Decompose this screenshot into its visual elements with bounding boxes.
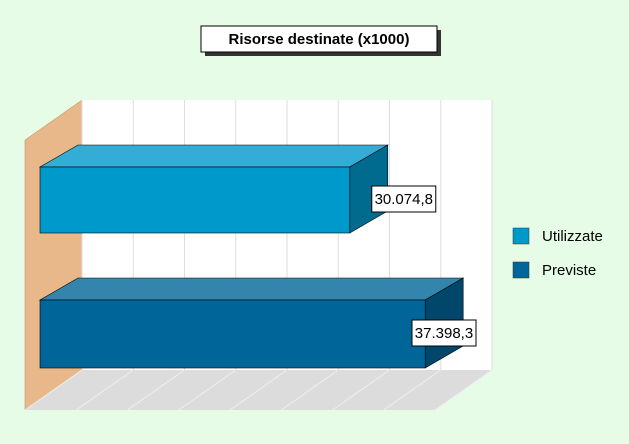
legend-label: Previste — [542, 262, 596, 279]
bars: 30.074,8 37.398,3 — [38, 144, 477, 369]
bar-top — [38, 277, 465, 301]
floor-grid-line — [332, 369, 390, 411]
value-label-box — [371, 185, 437, 213]
floor-grid-line — [24, 369, 83, 411]
bar-top — [38, 144, 389, 168]
chart-title: Risorse destinate (x1000) — [229, 31, 410, 48]
floor-grid-line — [178, 369, 237, 411]
floor-grid-line — [75, 369, 134, 411]
value-label-box — [411, 319, 477, 347]
legend-swatch — [512, 227, 530, 245]
title-box — [200, 25, 438, 53]
legend-label: Utilizzate — [542, 228, 603, 245]
legend: Utilizzate Previste — [512, 227, 603, 279]
legend-swatch — [512, 261, 530, 279]
floor-grid-line — [434, 369, 493, 411]
bar-front — [39, 299, 426, 369]
floor-grid-line — [229, 369, 288, 411]
floor-grid-line — [383, 369, 442, 411]
bar-front — [39, 166, 351, 234]
bar — [38, 144, 389, 234]
value-label: 37.398,3 — [415, 325, 473, 342]
bar — [38, 277, 465, 369]
value-label: 30.074,8 — [375, 191, 433, 208]
floor-grid-line — [127, 369, 185, 411]
floor-grid-line — [280, 369, 339, 411]
